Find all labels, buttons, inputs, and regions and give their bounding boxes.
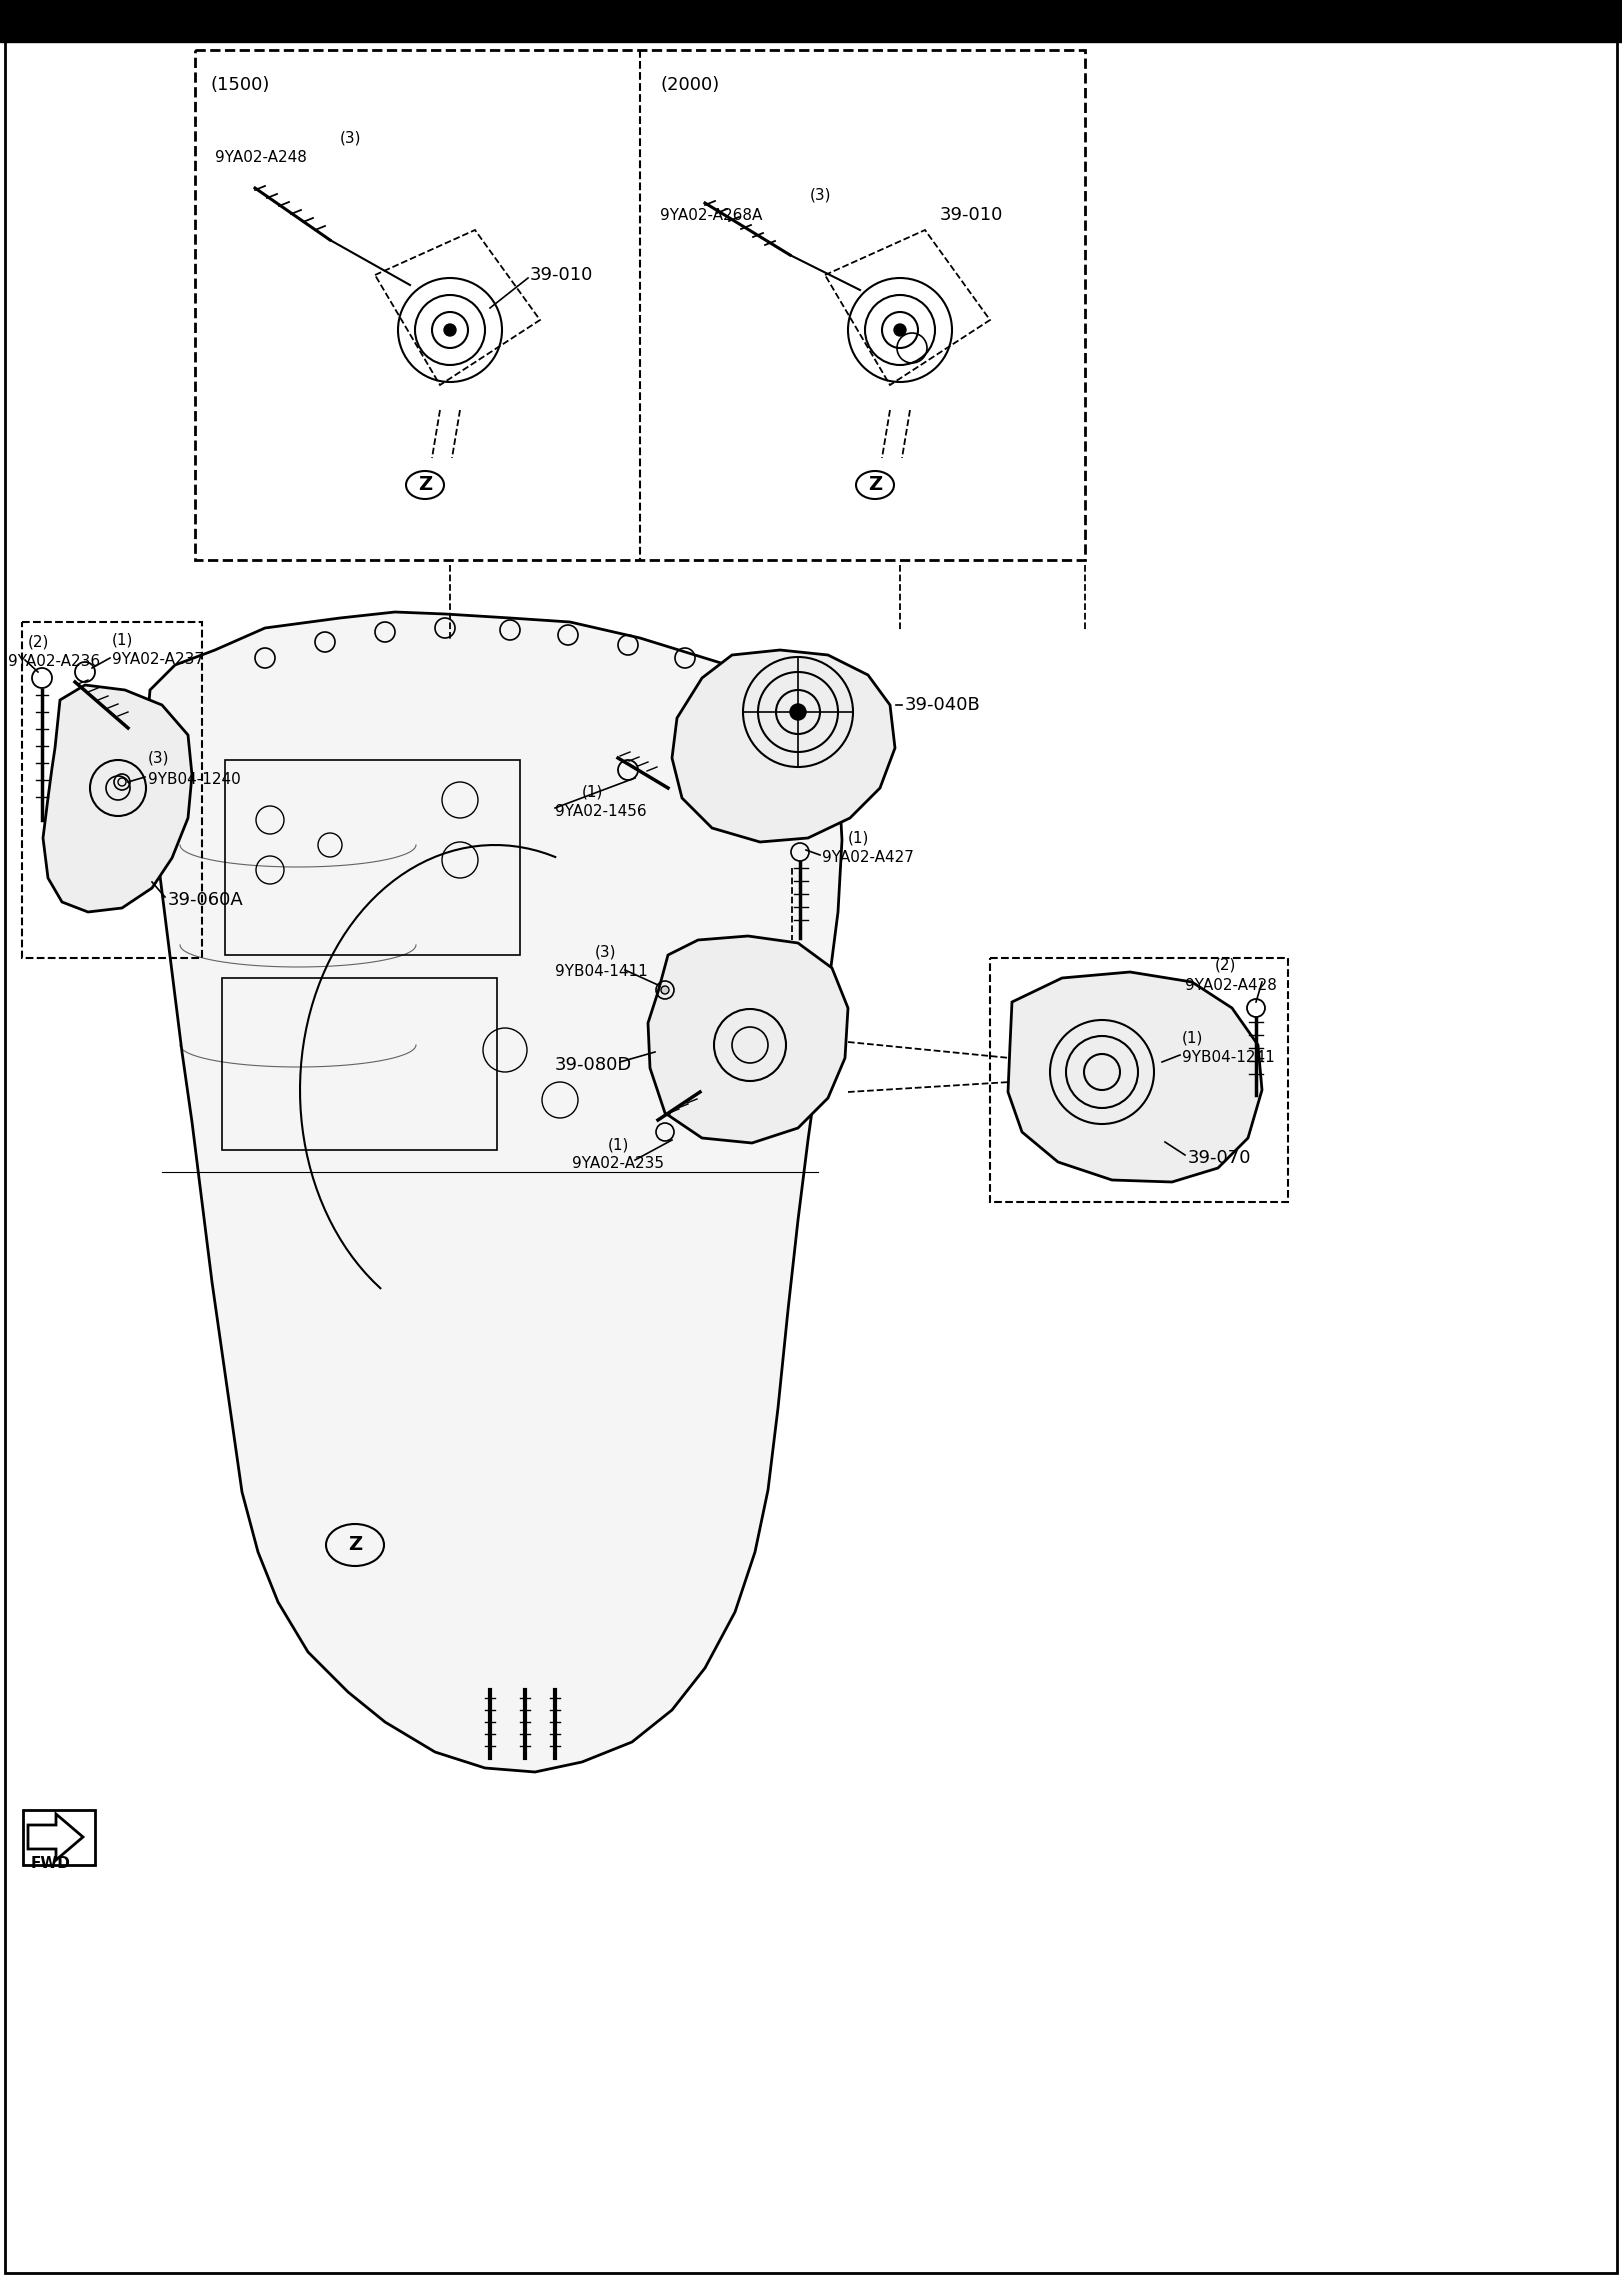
Text: 39-060A: 39-060A: [169, 891, 243, 909]
Text: 39-080D: 39-080D: [555, 1057, 633, 1073]
Text: Z: Z: [349, 1535, 362, 1554]
Circle shape: [790, 704, 806, 720]
Circle shape: [444, 323, 456, 335]
Text: (2): (2): [28, 636, 49, 649]
Polygon shape: [44, 686, 191, 911]
Text: (1): (1): [582, 784, 603, 800]
Circle shape: [894, 323, 907, 335]
Text: (1): (1): [848, 831, 869, 845]
Polygon shape: [28, 1813, 83, 1861]
Text: 9YB04-1241: 9YB04-1241: [1182, 1050, 1275, 1066]
Text: 9YA02-A268A: 9YA02-A268A: [660, 207, 762, 223]
Polygon shape: [1007, 973, 1262, 1182]
Text: 9YA02-1456: 9YA02-1456: [555, 804, 647, 820]
Text: (1500): (1500): [209, 75, 269, 93]
Polygon shape: [672, 649, 895, 843]
Text: (2): (2): [1215, 957, 1236, 973]
Text: FWD: FWD: [31, 1857, 71, 1873]
Text: (3): (3): [809, 187, 832, 203]
Text: 9YB04-1240: 9YB04-1240: [148, 772, 240, 788]
FancyBboxPatch shape: [0, 0, 1622, 41]
Text: (1): (1): [1182, 1030, 1204, 1046]
Text: 9YA02-A427: 9YA02-A427: [822, 850, 913, 866]
Text: Z: Z: [868, 476, 882, 494]
Circle shape: [662, 986, 668, 993]
Text: (2000): (2000): [660, 75, 719, 93]
Text: Z: Z: [418, 476, 431, 494]
Text: 9YA02-A235: 9YA02-A235: [573, 1155, 663, 1171]
Text: 39-070: 39-070: [1187, 1148, 1252, 1166]
Text: 9YA02-A236: 9YA02-A236: [8, 654, 101, 670]
Polygon shape: [649, 936, 848, 1144]
Text: 39-010: 39-010: [530, 267, 594, 285]
Text: (1): (1): [608, 1137, 629, 1153]
Text: (1): (1): [112, 633, 133, 647]
Text: 39-040B: 39-040B: [905, 697, 981, 713]
Text: (3): (3): [595, 945, 616, 959]
Text: 9YA02-A248: 9YA02-A248: [216, 150, 307, 166]
Text: (3): (3): [148, 749, 170, 765]
Text: 39-010: 39-010: [941, 205, 1004, 223]
Text: 9YB04-1411: 9YB04-1411: [555, 964, 647, 980]
Text: 9YA02-A428: 9YA02-A428: [1186, 977, 1277, 993]
Text: 9YA02-A237: 9YA02-A237: [112, 652, 204, 667]
Text: (3): (3): [341, 130, 362, 146]
Polygon shape: [144, 613, 842, 1772]
